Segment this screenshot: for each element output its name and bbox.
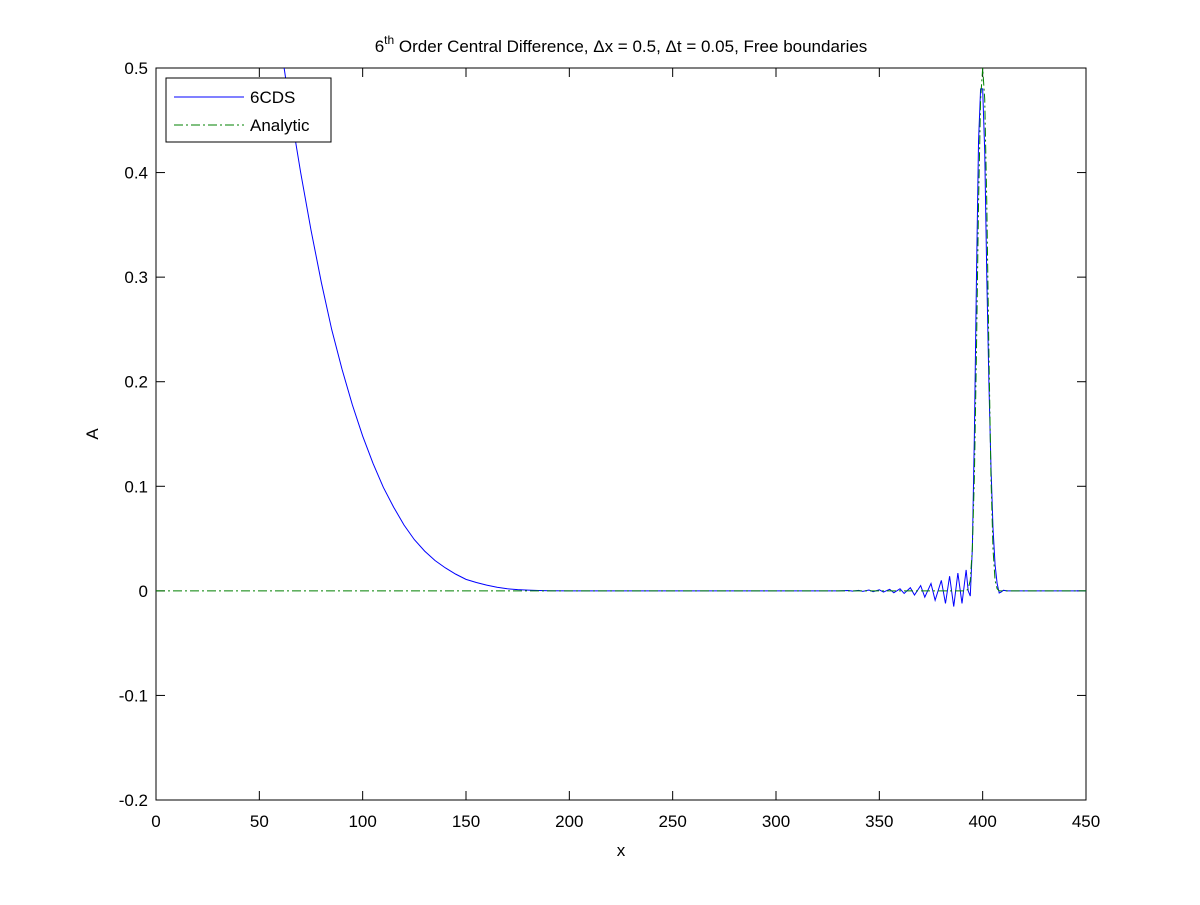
y-axis-label: A <box>83 428 102 440</box>
chart-title-base: 6 <box>375 37 384 56</box>
plot-area <box>155 67 1087 801</box>
series-line-6cds <box>283 68 1086 607</box>
legend-box <box>165 77 332 143</box>
chart-title-rest: Order Central Difference, Δx = 0.5, Δt =… <box>394 37 867 56</box>
x-tick-label: 400 <box>968 812 996 831</box>
legend-label-6cds: 6CDS <box>250 88 295 107</box>
legend: 6CDS Analytic <box>165 77 332 143</box>
series-layer <box>156 68 1086 607</box>
y-tick-label: 0.3 <box>124 268 148 287</box>
x-tick-label: 300 <box>762 812 790 831</box>
y-tick-label: 0.1 <box>124 477 148 496</box>
x-axis-label: x <box>617 841 626 860</box>
x-tick-label: 100 <box>348 812 376 831</box>
chart-title-superscript: th <box>384 33 394 47</box>
y-tick-label: 0.4 <box>124 164 148 183</box>
series-line-analytic <box>156 68 1086 592</box>
x-tick-label: 0 <box>151 812 160 831</box>
x-tick-label: 50 <box>250 812 269 831</box>
y-tick-label: -0.2 <box>119 791 148 810</box>
chart-title: 6th Order Central Difference, Δx = 0.5, … <box>375 33 868 56</box>
x-tick-label: 350 <box>865 812 893 831</box>
x-tick-label: 200 <box>555 812 583 831</box>
x-tick-label: 150 <box>452 812 480 831</box>
x-tick-label: 250 <box>658 812 686 831</box>
y-tick-label: 0.5 <box>124 59 148 78</box>
y-axis: -0.2 -0.1 0 0.1 0.2 0.3 0.4 0.5 <box>119 59 1086 810</box>
y-tick-label: -0.1 <box>119 686 148 705</box>
legend-label-analytic: Analytic <box>250 116 310 135</box>
x-tick-label: 450 <box>1072 812 1100 831</box>
y-tick-label: 0 <box>139 582 148 601</box>
y-tick-label: 0.2 <box>124 373 148 392</box>
x-axis: 0 50 100 150 200 250 300 350 400 450 <box>151 68 1100 831</box>
